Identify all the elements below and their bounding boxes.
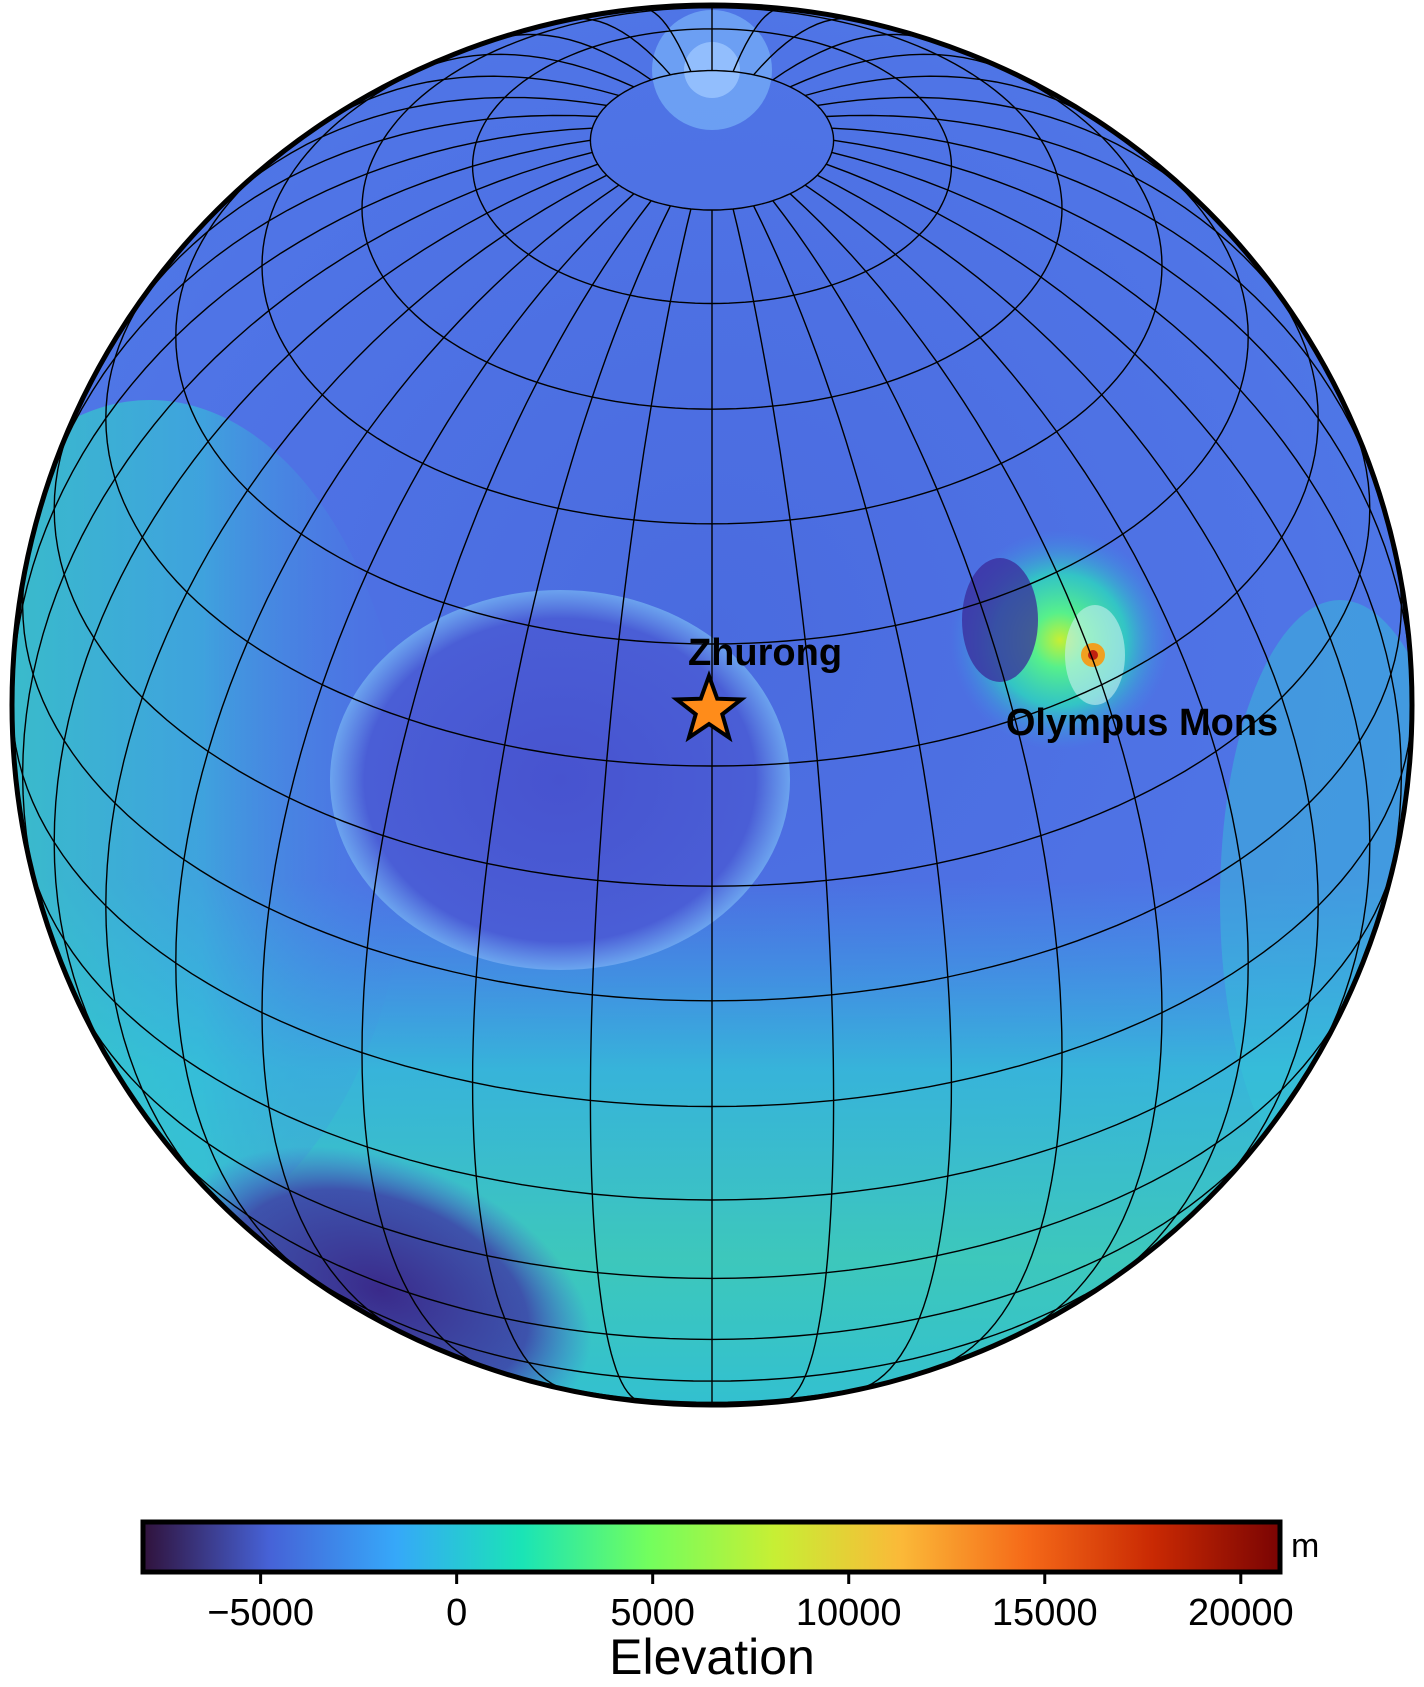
graticule-line xyxy=(789,53,1014,88)
graticule-line xyxy=(753,17,853,76)
graticule-line xyxy=(789,193,1163,1332)
graticule-line xyxy=(643,7,692,72)
graticule-line xyxy=(732,7,781,72)
colorbar-tick-label: 15000 xyxy=(992,1592,1098,1634)
colorbar-tick-label: 5000 xyxy=(610,1592,695,1634)
zhurong-star-icon xyxy=(671,670,747,743)
colorbar-tick-label: 0 xyxy=(446,1592,467,1634)
graticule-line xyxy=(817,96,1203,207)
graticule-line xyxy=(826,114,1294,316)
colorbar-title: Elevation xyxy=(609,1629,815,1685)
graticule-line xyxy=(571,17,671,76)
colorbar-scale xyxy=(140,1519,1283,1575)
graticule-line xyxy=(11,139,591,706)
graticule-line xyxy=(42,127,593,499)
graticule-line xyxy=(752,205,953,1390)
colorbar-tick-label: 10000 xyxy=(796,1592,902,1634)
graticule-line xyxy=(496,33,652,81)
graticule-line xyxy=(175,184,620,1282)
graticule-line xyxy=(772,33,928,81)
zhurong-label: Zhurong xyxy=(688,632,842,674)
graticule-line xyxy=(804,75,1099,122)
graticule-line xyxy=(772,200,1063,1369)
graticule-line xyxy=(816,174,1319,1193)
graticule-line xyxy=(471,205,672,1390)
graticule-line xyxy=(53,163,599,1081)
graticule-line xyxy=(325,75,620,122)
colorbar-unit: m xyxy=(1291,1527,1319,1565)
graticule-line xyxy=(831,151,1403,893)
globe-outline xyxy=(9,2,1415,1408)
graticule-line xyxy=(825,163,1371,1081)
colorbar-tick-label: −5000 xyxy=(207,1592,314,1634)
graticule-line xyxy=(589,208,692,1402)
graticule-line xyxy=(105,174,608,1193)
graticule-line xyxy=(261,193,635,1332)
graticule-lines xyxy=(11,5,1413,1405)
graticule-line xyxy=(833,139,1413,706)
graticule-line xyxy=(361,200,652,1369)
olympus-mons-label: Olympus Mons xyxy=(1006,702,1278,744)
graticule-line xyxy=(21,151,593,893)
colorbar-tick-label: 20000 xyxy=(1188,1592,1294,1634)
colorbar-ticks: −5000 0 5000 10000 15000 20000 xyxy=(207,1572,1294,1634)
graticule-line xyxy=(410,53,635,88)
zhurong-marker: Zhurong xyxy=(671,632,842,743)
graticule-line xyxy=(221,96,607,207)
colorbar: −5000 0 5000 10000 15000 20000 m Elevation xyxy=(140,1519,1319,1685)
graticule-line xyxy=(804,184,1249,1282)
graticule-line xyxy=(831,127,1382,499)
graticule-line xyxy=(732,208,835,1402)
graticule-line xyxy=(130,114,598,316)
